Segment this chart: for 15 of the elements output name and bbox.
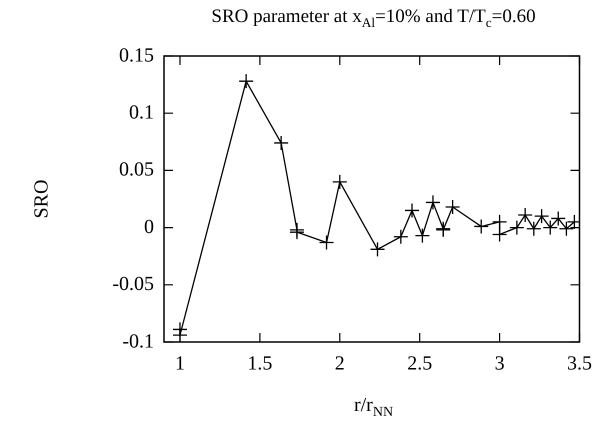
y-tick-label: -0.1 <box>122 330 154 352</box>
y-tick-label: 0.1 <box>129 101 154 124</box>
chart-title: SRO parameter at x$_{Al}$=10% and T/T$_{c}$=0.60 <box>210 6 537 31</box>
y-tick-label: 0 <box>144 216 154 238</box>
x-tick-label: 3.5 <box>567 352 592 374</box>
x-tick-label: 1.5 <box>247 352 272 374</box>
x-tick-label: 2.5 <box>407 352 432 374</box>
x-tick-label: 1 <box>174 352 185 374</box>
y-tick-label: 0.15 <box>119 44 154 66</box>
x-axis-title: r/r$_{NN}$ <box>352 394 394 421</box>
y-axis-title: SRO <box>30 180 54 218</box>
y-tick-label: -0.05 <box>112 273 154 296</box>
y-tick-label: 0.05 <box>119 158 154 181</box>
x-tick-label: 3 <box>494 352 505 374</box>
x-tick-label: 2 <box>334 352 345 374</box>
